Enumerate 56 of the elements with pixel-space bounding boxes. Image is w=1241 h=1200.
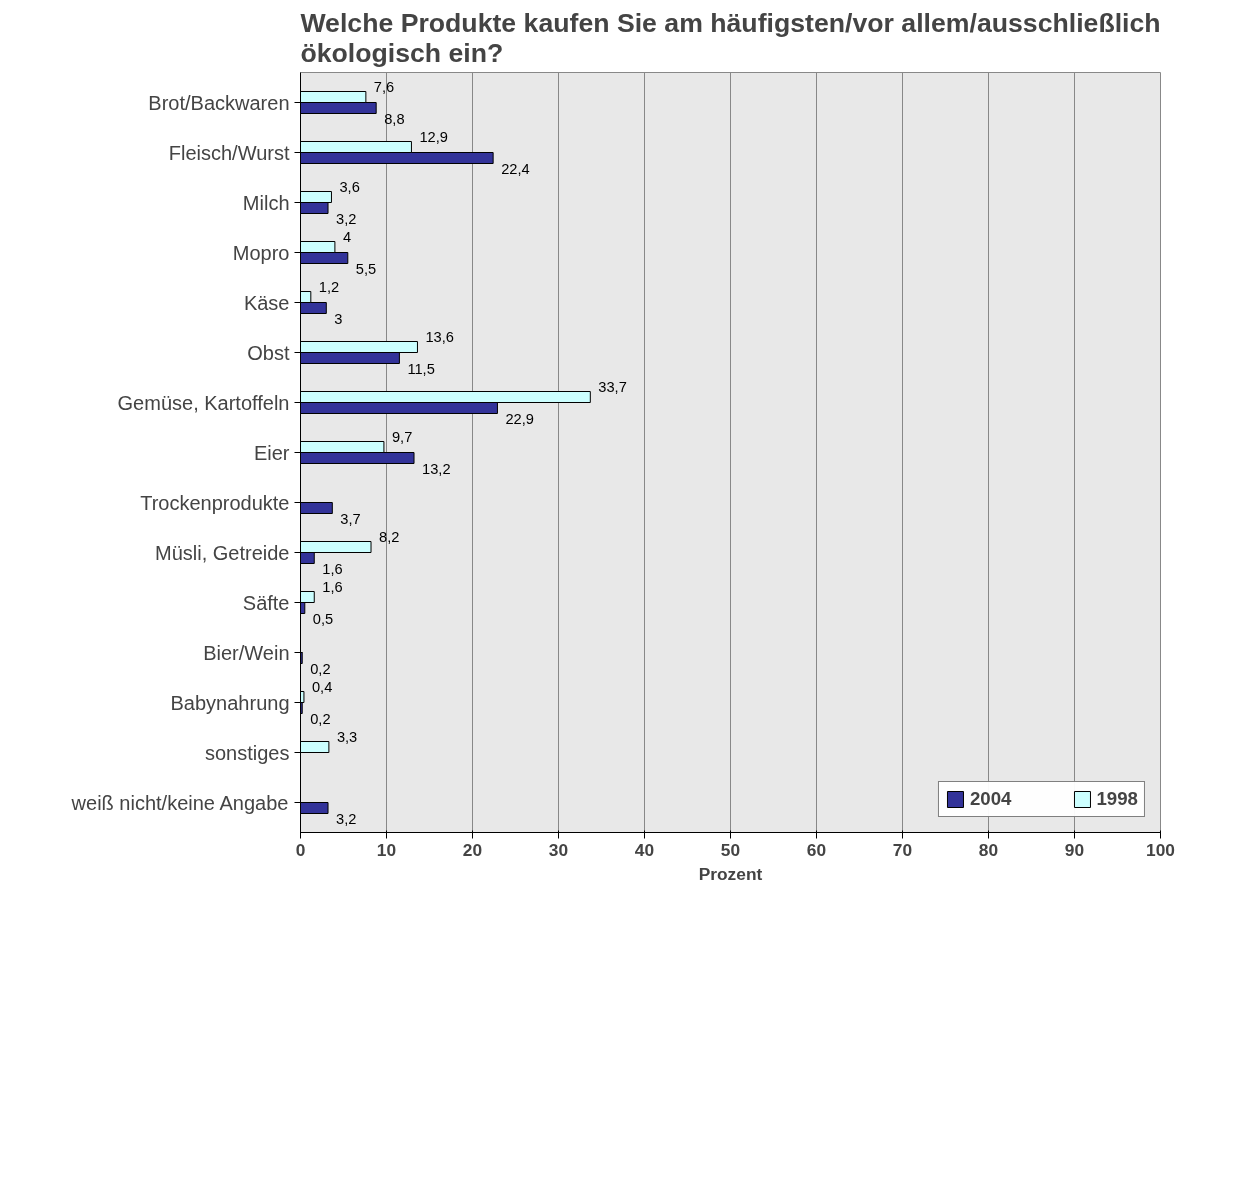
data-label: 3,7 (340, 510, 361, 527)
y-tick-label: sonstiges (205, 741, 290, 764)
y-tick-label: Bier/Wein (203, 641, 290, 664)
data-label: 1,6 (322, 578, 343, 595)
y-tick-label: Obst (247, 341, 290, 364)
data-label: 5,5 (355, 260, 377, 277)
data-label: 3,6 (339, 178, 360, 195)
y-tick-label: Milch (242, 191, 290, 214)
data-label: 8,2 (379, 528, 400, 545)
data-label: 11,5 (407, 360, 435, 377)
data-label: 0,2 (310, 710, 331, 727)
data-label: 9,7 (391, 428, 413, 445)
data-label: 33,7 (598, 378, 627, 395)
data-label: 1,6 (322, 560, 343, 577)
data-label: 0,2 (310, 660, 331, 677)
y-tick-label: Eier (253, 441, 290, 464)
x-tick-label: 40 (634, 839, 655, 860)
data-label: 7,6 (373, 78, 395, 95)
legend-label: 1998 (1096, 788, 1138, 810)
x-tick-label: 50 (720, 839, 741, 860)
data-label: 22,4 (501, 160, 530, 177)
data-label: 22,9 (505, 410, 534, 427)
x-tick-label: 30 (548, 839, 569, 860)
x-axis-title: Prozent (698, 863, 763, 884)
data-label: 3 (334, 310, 343, 327)
y-tick-label: Brot/Backwaren (148, 91, 290, 114)
data-label: 13,2 (422, 460, 451, 477)
chart-title: Welche Produkte kaufen Sie am häufigsten/vor allem/ausschließlich ökologisch ein? (300, 7, 1161, 68)
x-tick-label: 70 (892, 839, 913, 860)
data-label: 3,3 (336, 728, 358, 745)
x-tick-label: 10 (376, 839, 397, 860)
data-label: 13,6 (425, 328, 454, 345)
y-tick-label: Fleisch/Wurst (168, 141, 290, 164)
y-tick-label: weiß nicht/keine Angabe (70, 791, 289, 814)
x-tick-label: 0 (295, 839, 306, 860)
y-tick-label: Mopro (232, 241, 290, 264)
data-label: 1,2 (318, 278, 340, 295)
legend-label: 2004 (969, 788, 1012, 810)
x-tick-label: 20 (462, 839, 483, 860)
x-tick-label: 90 (1064, 839, 1085, 860)
data-label: 3,2 (336, 810, 357, 827)
x-tick-label: 60 (806, 839, 827, 860)
data-label: 0,4 (311, 678, 333, 695)
y-tick-label: Käse (243, 291, 290, 314)
y-tick-label: Babynahrung (170, 691, 290, 714)
data-label: 12,9 (419, 128, 448, 145)
data-label: 0,5 (312, 610, 334, 627)
x-tick-label: 80 (978, 839, 999, 860)
y-tick-label: Gemüse, Kartoffeln (117, 391, 290, 414)
x-tick-label: 100 (1146, 839, 1175, 860)
data-label: 8,8 (384, 110, 405, 127)
y-tick-label: Säfte (242, 591, 290, 614)
y-tick-label: Müsli, Getreide (155, 541, 290, 564)
data-label: 4 (342, 228, 352, 245)
y-tick-label: Trockenprodukte (140, 491, 290, 514)
data-label: 3,2 (336, 210, 357, 227)
